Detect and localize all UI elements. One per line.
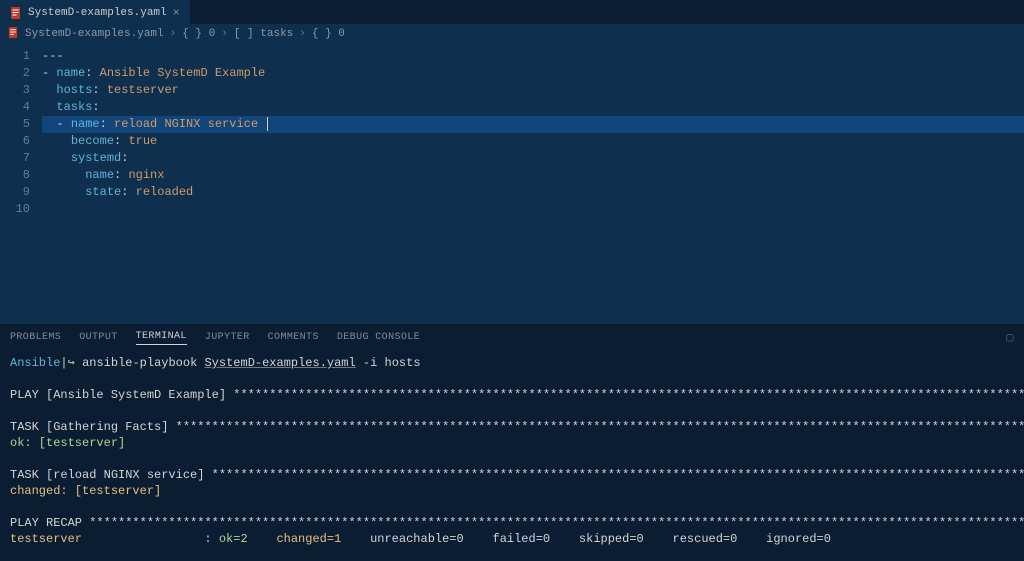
bottom-panel: PROBLEMS OUTPUT TERMINAL JUPYTER COMMENTS DEB…	[0, 323, 1024, 561]
terminal-line: TASK [Gathering Facts] *****************…	[10, 419, 1014, 435]
terminal-line	[10, 499, 1014, 515]
code-line[interactable]: hosts: testserver	[42, 82, 1024, 99]
breadcrumb-item[interactable]: [ ] tasks	[234, 28, 293, 40]
panel-tab-problems[interactable]: PROBLEMS	[10, 332, 61, 343]
line-number: 2	[0, 65, 30, 82]
terminal-line: ok: [testserver]	[10, 435, 1014, 451]
line-number: 9	[0, 184, 30, 201]
maximize-icon[interactable]: ▢	[1006, 330, 1014, 345]
panel-tab-terminal[interactable]: TERMINAL	[136, 331, 187, 345]
terminal-line: testserver : ok=2 changed=1 unreachable=…	[10, 531, 1014, 547]
breadcrumb-item[interactable]: { } 0	[312, 28, 345, 40]
terminal-line	[10, 403, 1014, 419]
code-line[interactable]: tasks:	[42, 99, 1024, 116]
panel-actions: ▢	[1006, 330, 1014, 345]
yaml-file-icon	[10, 7, 22, 19]
terminal-line: changed: [testserver]	[10, 483, 1014, 499]
file-tab[interactable]: SystemD-examples.yaml ×	[0, 0, 190, 24]
panel-tab-output[interactable]: OUTPUT	[79, 332, 117, 343]
line-number: 3	[0, 82, 30, 99]
panel-tab-jupyter[interactable]: JUPYTER	[205, 332, 250, 343]
breadcrumb-item[interactable]: SystemD-examples.yaml	[25, 28, 164, 40]
code-line[interactable]	[42, 201, 1024, 218]
chevron-right-icon: ›	[221, 28, 228, 40]
code-line[interactable]: - name: reload NGINX service	[42, 116, 1024, 133]
line-number: 7	[0, 150, 30, 167]
code-line[interactable]: - name: Ansible SystemD Example	[42, 65, 1024, 82]
terminal-line: PLAY RECAP *****************************…	[10, 515, 1014, 531]
breadcrumb: SystemD-examples.yaml › { } 0 › [ ] tasks › { …	[0, 24, 1024, 44]
panel-tab-debug-console[interactable]: DEBUG CONSOLE	[337, 332, 420, 343]
panel-tab-comments[interactable]: COMMENTS	[268, 332, 319, 343]
code-line[interactable]: name: nginx	[42, 167, 1024, 184]
code-editor[interactable]: 12345678910 ---- name: Ansible SystemD E…	[0, 44, 1024, 323]
line-number: 6	[0, 133, 30, 150]
line-gutter: 12345678910	[0, 44, 42, 323]
code-line[interactable]: systemd:	[42, 150, 1024, 167]
terminal-line	[10, 371, 1014, 387]
code-line[interactable]: become: true	[42, 133, 1024, 150]
terminal-line: Ansible|↪ ansible-playbook SystemD-examp…	[10, 355, 1014, 371]
chevron-right-icon: ›	[170, 28, 177, 40]
chevron-right-icon: ›	[299, 28, 306, 40]
file-tab-label: SystemD-examples.yaml	[28, 7, 167, 19]
line-number: 4	[0, 99, 30, 116]
cursor	[267, 117, 268, 131]
breadcrumb-item[interactable]: { } 0	[182, 28, 215, 40]
terminal-line	[10, 547, 1014, 561]
yaml-file-icon	[8, 27, 19, 42]
terminal[interactable]: Ansible|↪ ansible-playbook SystemD-examp…	[0, 349, 1024, 561]
terminal-line: TASK [reload NGINX service] ************…	[10, 467, 1014, 483]
terminal-line	[10, 451, 1014, 467]
code-line[interactable]: state: reloaded	[42, 184, 1024, 201]
close-icon[interactable]: ×	[173, 6, 180, 20]
line-number: 1	[0, 48, 30, 65]
panel-tabbar: PROBLEMS OUTPUT TERMINAL JUPYTER COMMENTS DEB…	[0, 324, 1024, 349]
editor-tabbar: SystemD-examples.yaml ×	[0, 0, 1024, 24]
terminal-line: PLAY [Ansible SystemD Example] *********…	[10, 387, 1014, 403]
line-number: 5	[0, 116, 30, 133]
line-number: 10	[0, 201, 30, 218]
line-number: 8	[0, 167, 30, 184]
code-area[interactable]: ---- name: Ansible SystemD Example hosts…	[42, 44, 1024, 323]
code-line[interactable]: ---	[42, 48, 1024, 65]
